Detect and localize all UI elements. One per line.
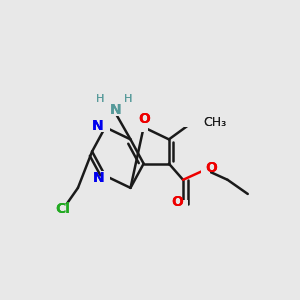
Text: N: N	[92, 119, 103, 133]
Text: N: N	[92, 171, 104, 185]
Text: Cl: Cl	[55, 202, 70, 216]
Text: N: N	[110, 103, 121, 117]
Text: O: O	[172, 195, 183, 209]
Text: O: O	[206, 161, 217, 175]
Bar	[178, 200, 188, 208]
Text: CH₃: CH₃	[203, 116, 226, 129]
Text: O: O	[139, 112, 151, 126]
Bar	[101, 171, 110, 180]
Bar	[139, 123, 148, 132]
Text: CH₃: CH₃	[203, 116, 226, 129]
Text: N: N	[92, 171, 104, 185]
Text: Cl: Cl	[55, 202, 70, 216]
Bar	[58, 204, 70, 213]
Text: H: H	[96, 94, 104, 104]
Text: O: O	[139, 112, 151, 126]
Text: N: N	[110, 103, 121, 117]
Bar	[201, 165, 210, 174]
Text: O: O	[206, 161, 217, 175]
Text: N: N	[92, 119, 103, 133]
Bar	[101, 123, 110, 132]
Text: H: H	[124, 94, 133, 104]
Bar	[184, 119, 198, 127]
Text: H: H	[96, 94, 104, 104]
Text: O: O	[172, 195, 183, 209]
Text: H: H	[124, 94, 133, 104]
Bar	[110, 106, 119, 116]
